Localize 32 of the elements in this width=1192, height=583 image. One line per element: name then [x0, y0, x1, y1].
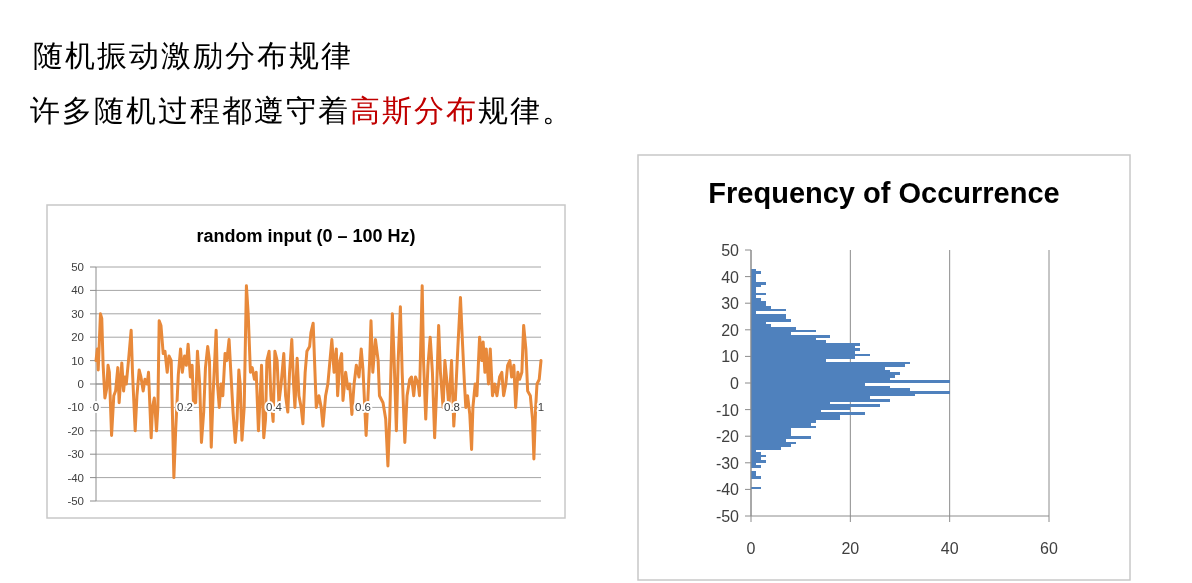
y-tick-label: -40 [67, 471, 84, 484]
y-tick-label: 0 [77, 378, 84, 390]
y-tick-label: 20 [721, 321, 740, 339]
y-tick-label: 30 [721, 294, 740, 312]
y-tick-label: -20 [67, 424, 84, 437]
y-tick-label: 0 [730, 374, 740, 392]
y-tick-label: 40 [71, 284, 84, 297]
y-tick-label: -30 [715, 454, 740, 472]
y-tick-label: 20 [71, 331, 84, 344]
y-tick-label: -10 [715, 401, 740, 419]
y-tick-label: 30 [71, 307, 84, 320]
x-tick-label: 60 [1040, 539, 1058, 557]
y-tick-label: 50 [721, 241, 740, 259]
text: 许多随机过程都遵守着高斯分布规律。 [30, 93, 574, 128]
y-tick-label: -30 [67, 448, 84, 461]
y-tick-label: 10 [721, 347, 740, 365]
y-tick-label: 10 [71, 354, 84, 367]
x-tick-label: 40 [940, 539, 959, 557]
y-tick-label: -50 [67, 495, 84, 507]
y-tick-label: -20 [715, 427, 740, 445]
y-tick-label: 40 [721, 268, 740, 286]
x-tick-label: 20 [841, 539, 860, 557]
chart-title: random input (0 – 100 Hz) [196, 226, 416, 246]
y-tick-label: -50 [715, 507, 740, 525]
x-tick-label: 0 [746, 539, 756, 557]
y-tick-label: -10 [67, 401, 84, 414]
x-tick-label: 1 [537, 401, 545, 413]
y-tick-label: 50 [71, 261, 84, 273]
y-tick-label: -40 [715, 480, 740, 498]
chart-title: Frequency of Occurrence [708, 177, 1060, 209]
x-tick-label: 0 [92, 401, 100, 413]
text: 随机振动激励分布规律 [33, 38, 353, 73]
